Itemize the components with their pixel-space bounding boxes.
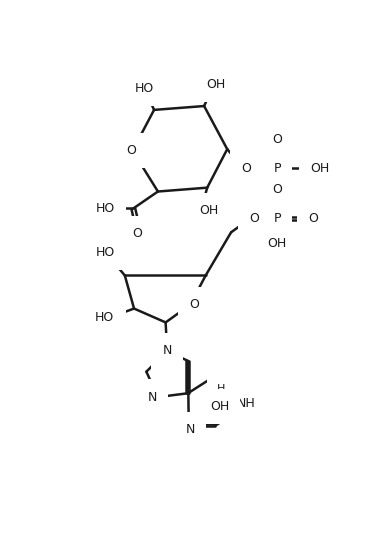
Text: OH: OH [210,400,229,413]
Text: NH: NH [236,397,255,410]
Text: P: P [273,162,281,175]
Text: N: N [148,390,157,404]
Text: P: P [273,212,281,225]
Text: O: O [189,298,199,311]
Text: O: O [272,133,282,146]
Text: O: O [308,212,318,225]
Text: HO: HO [96,246,115,259]
Text: OH: OH [268,236,287,250]
Text: HO: HO [135,82,154,95]
Text: N: N [226,394,236,408]
Text: O: O [272,184,282,196]
Text: HO: HO [96,202,115,215]
Text: O: O [249,212,259,225]
Text: N: N [162,344,172,358]
Text: H: H [217,384,225,394]
Text: OH: OH [206,78,225,91]
Text: O: O [132,227,142,240]
Text: OH: OH [199,204,218,217]
Text: O: O [242,162,251,175]
Text: N: N [186,423,195,436]
Text: OH: OH [310,162,330,175]
Text: HO: HO [95,311,114,324]
Text: O: O [126,144,136,157]
